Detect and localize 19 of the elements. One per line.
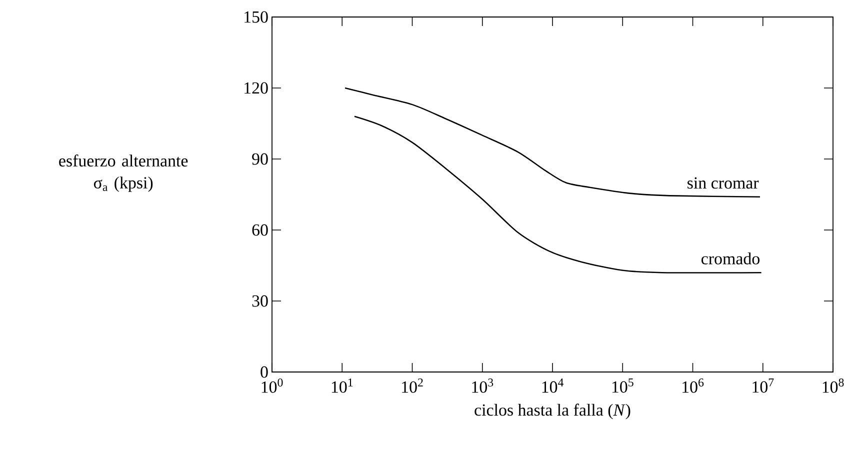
x-tick-label: 10$^{1}$: [332, 378, 353, 393]
x-axis-title: ciclos hasta la falla (N): [474, 404, 630, 420]
y-axis-title: esfuerzo alternante σ$_{a}$ (kpsi): [59, 154, 188, 192]
y-tick-label: 60: [252, 224, 268, 236]
y-tick-label: 120: [244, 82, 268, 94]
x-tick-label: 10$^{0}$: [262, 378, 283, 393]
x-tick-label: 10$^{3}$: [472, 378, 494, 393]
x-tick-label: 10$^{8}$: [822, 378, 844, 393]
x-tick-label: 10$^{4}$: [542, 378, 564, 393]
x-tick-label: 10$^{7}$: [752, 378, 774, 393]
x-tick-label: 10$^{5}$: [612, 378, 634, 393]
y-tick-label: 30: [252, 295, 268, 307]
y-tick-label: 90: [252, 153, 268, 165]
y-tick-label: 150: [244, 11, 268, 23]
x-tick-label: 10$^{6}$: [682, 378, 704, 393]
y-tick-label: 0: [260, 366, 268, 378]
series-label: cromado: [702, 252, 760, 264]
x-tick-label: 10$^{2}$: [402, 378, 423, 393]
series-label: sin cromar: [688, 177, 759, 189]
